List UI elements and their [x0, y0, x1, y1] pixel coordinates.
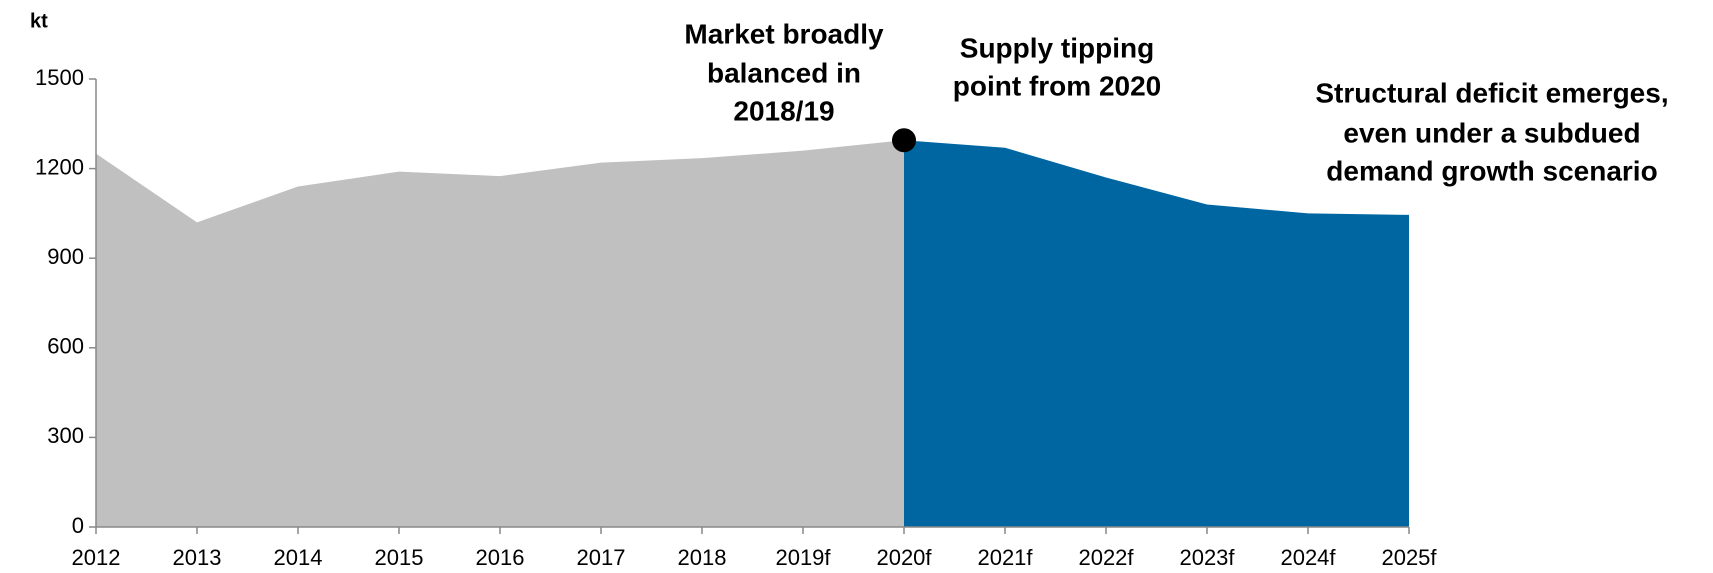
x-tick-label: 2015 — [375, 545, 424, 570]
area — [96, 140, 904, 527]
x-tick-label: 2024f — [1280, 545, 1336, 570]
x-tick-label: 2019f — [775, 545, 831, 570]
x-tick-label: 2016 — [476, 545, 525, 570]
x-tick-label: 2018 — [678, 545, 727, 570]
annotation: point from 2020 — [953, 70, 1161, 101]
annotation: demand growth scenario — [1326, 155, 1657, 186]
x-tick-label: 2017 — [577, 545, 626, 570]
y-tick-label: 300 — [47, 423, 84, 448]
y-tick-label: 900 — [47, 244, 84, 269]
x-tick-label: 2021f — [977, 545, 1033, 570]
annotation: 2018/19 — [733, 95, 834, 126]
x-tick-label: 2020f — [876, 545, 932, 570]
y-tick-label: 1500 — [35, 65, 84, 90]
x-tick-label: 2022f — [1078, 545, 1134, 570]
annotation: Structural deficit emerges, — [1315, 77, 1668, 108]
x-tick-label: 2014 — [274, 545, 323, 570]
y-axis-unit: kt — [30, 10, 48, 32]
x-tick-label: 2023f — [1179, 545, 1235, 570]
annotation: even under a subdued — [1343, 117, 1640, 148]
x-tick-label: 2013 — [173, 545, 222, 570]
y-tick-label: 1200 — [35, 154, 84, 179]
y-tick-label: 600 — [47, 334, 84, 359]
annotation: Supply tipping — [960, 32, 1154, 63]
area — [904, 140, 1409, 527]
y-tick-label: 0 — [72, 513, 84, 538]
x-tick-label: 2025f — [1381, 545, 1437, 570]
annotation: Market broadly — [684, 18, 884, 49]
marker-dot — [892, 128, 916, 153]
x-tick-label: 2012 — [72, 545, 121, 570]
annotation: balanced in — [707, 57, 861, 88]
